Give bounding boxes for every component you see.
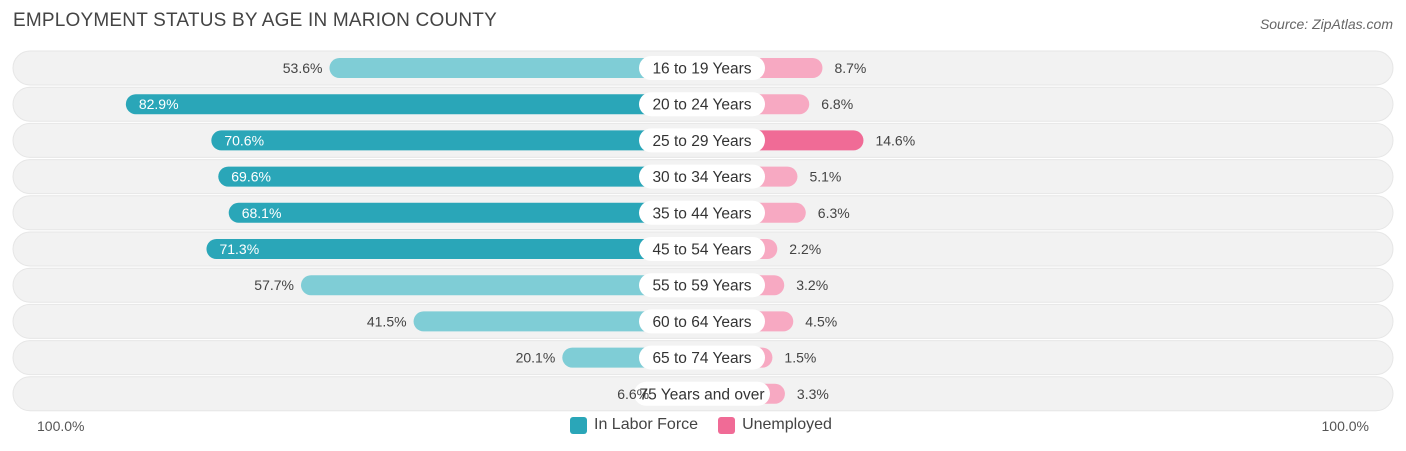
category-label: 30 to 34 Years bbox=[652, 169, 751, 186]
value-label-unemployed: 8.7% bbox=[834, 60, 866, 76]
bar-labor-force bbox=[218, 166, 702, 187]
legend-item-labor: In Labor Force bbox=[570, 416, 698, 434]
category-label: 35 to 44 Years bbox=[652, 205, 751, 222]
value-label-labor: 41.5% bbox=[367, 313, 407, 329]
legend-label-unemployed: Unemployed bbox=[742, 416, 832, 433]
category-pill bbox=[639, 345, 765, 370]
category-pill bbox=[639, 56, 765, 80]
category-pill bbox=[639, 164, 765, 189]
legend-label-labor: In Labor Force bbox=[594, 416, 699, 433]
category-label: 75 Years and over bbox=[640, 386, 765, 403]
category-pill bbox=[639, 92, 765, 117]
value-label-unemployed: 6.3% bbox=[818, 205, 850, 221]
category-label: 20 to 24 Years bbox=[652, 97, 751, 114]
category-pill bbox=[634, 381, 770, 406]
bar-labor-force bbox=[211, 130, 702, 151]
bar-labor-force bbox=[206, 239, 702, 259]
category-pill bbox=[639, 200, 765, 225]
value-label-unemployed: 3.3% bbox=[797, 386, 829, 402]
value-label-unemployed: 1.5% bbox=[784, 350, 816, 366]
value-label-labor: 68.1% bbox=[242, 205, 282, 221]
bar-labor-force bbox=[125, 94, 703, 115]
value-label-labor: 57.7% bbox=[254, 277, 294, 293]
bar-labor-force bbox=[329, 58, 702, 78]
source-note: Source: ZipAtlas.com bbox=[1259, 16, 1393, 32]
value-label-unemployed: 5.1% bbox=[809, 169, 841, 185]
value-label-unemployed: 6.8% bbox=[821, 96, 853, 112]
value-label-labor: 20.1% bbox=[516, 350, 556, 366]
value-label-labor: 69.6% bbox=[231, 169, 271, 185]
axis-left-label: 100.0% bbox=[37, 418, 85, 434]
category-pill bbox=[639, 309, 765, 334]
value-label-unemployed: 4.5% bbox=[805, 313, 837, 329]
legend-swatch-unemployed bbox=[718, 416, 736, 434]
category-pill bbox=[639, 273, 765, 298]
bar-labor-force bbox=[300, 275, 702, 296]
value-label-labor: 6.6% bbox=[617, 386, 649, 402]
category-label: 55 to 59 Years bbox=[652, 278, 751, 295]
bar-labor-force bbox=[413, 311, 702, 332]
category-pill bbox=[639, 237, 765, 261]
chart-title: EMPLOYMENT STATUS BY AGE IN MARION COUNT… bbox=[13, 10, 497, 31]
legend-swatch-labor bbox=[570, 416, 587, 434]
value-label-labor: 82.9% bbox=[139, 96, 179, 112]
legend: In Labor Force Unemployed bbox=[570, 416, 852, 434]
category-label: 65 to 74 Years bbox=[652, 350, 751, 367]
bar-labor-force bbox=[228, 202, 702, 223]
value-label-labor: 53.6% bbox=[283, 60, 323, 76]
category-label: 45 to 54 Years bbox=[652, 242, 751, 259]
value-label-unemployed: 3.2% bbox=[796, 277, 828, 293]
category-label: 16 to 19 Years bbox=[652, 61, 751, 78]
value-label-labor: 71.3% bbox=[219, 241, 259, 257]
legend-item-unemployed: Unemployed bbox=[718, 416, 832, 434]
category-pill bbox=[639, 128, 765, 153]
category-label: 60 to 64 Years bbox=[652, 314, 751, 331]
axis-right-label: 100.0% bbox=[1321, 418, 1369, 434]
value-label-unemployed: 14.6% bbox=[875, 132, 915, 148]
value-label-labor: 70.6% bbox=[224, 132, 264, 148]
category-label: 25 to 29 Years bbox=[652, 133, 751, 150]
value-label-unemployed: 2.2% bbox=[789, 241, 821, 257]
